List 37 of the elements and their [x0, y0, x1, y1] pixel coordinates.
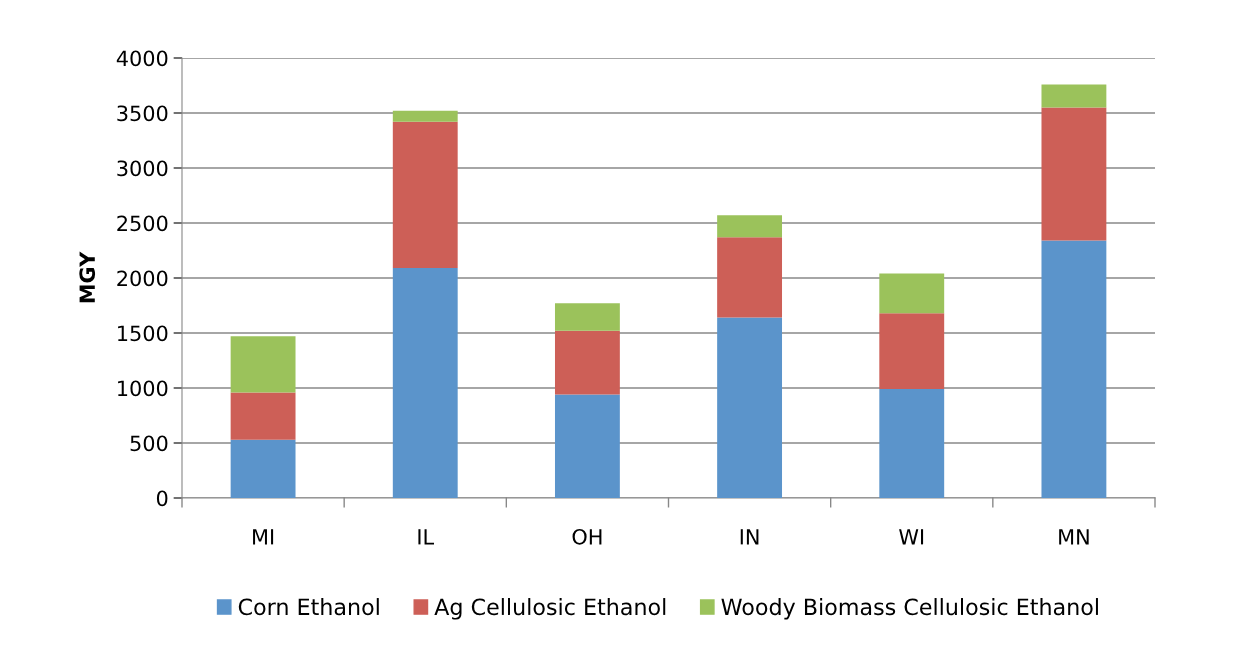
legend-label: Ag Cellulosic Ethanol: [434, 598, 666, 620]
y-tick-label: 2500: [117, 215, 168, 232]
x-tick-label: MN: [1059, 529, 1089, 545]
bar: [392, 121, 458, 269]
bar: [1041, 107, 1107, 241]
bar: [392, 110, 458, 122]
bar: [554, 394, 620, 498]
x-tick-label: OH: [572, 528, 602, 545]
y-tick-label: 4000: [116, 50, 168, 67]
x-tick-label: MI: [253, 529, 274, 545]
legend-label: Corn Ethanol: [238, 598, 379, 616]
bar: [230, 336, 296, 393]
bar: [717, 215, 783, 238]
bar: [392, 268, 458, 498]
bar: [879, 313, 945, 390]
y-tick-label: 2000: [117, 270, 168, 287]
bar: [1041, 84, 1107, 108]
x-tick-label: IL: [418, 529, 435, 545]
bar: [230, 392, 296, 440]
legend-label: Woody Biomass Cellulosic Ethanol: [721, 598, 1098, 620]
x-tick-label: IN: [740, 529, 759, 545]
bar: [554, 303, 620, 331]
bar: [230, 439, 296, 498]
x-tick-label: WI: [899, 529, 924, 545]
bar: [879, 389, 945, 498]
bar: [717, 317, 783, 498]
y-tick-label: 1500: [118, 325, 168, 342]
y-tick-label: 3500: [117, 105, 168, 122]
bar: [554, 330, 620, 395]
y-tick-label: 1000: [118, 380, 168, 397]
bar: [717, 237, 783, 318]
y-tick-label: 3000: [117, 160, 168, 177]
y-tick-label: 500: [130, 435, 168, 452]
bar: [879, 273, 945, 314]
bar: [1041, 240, 1107, 498]
y-axis-title: MGY: [79, 251, 96, 303]
y-tick-label: 0: [156, 490, 168, 507]
